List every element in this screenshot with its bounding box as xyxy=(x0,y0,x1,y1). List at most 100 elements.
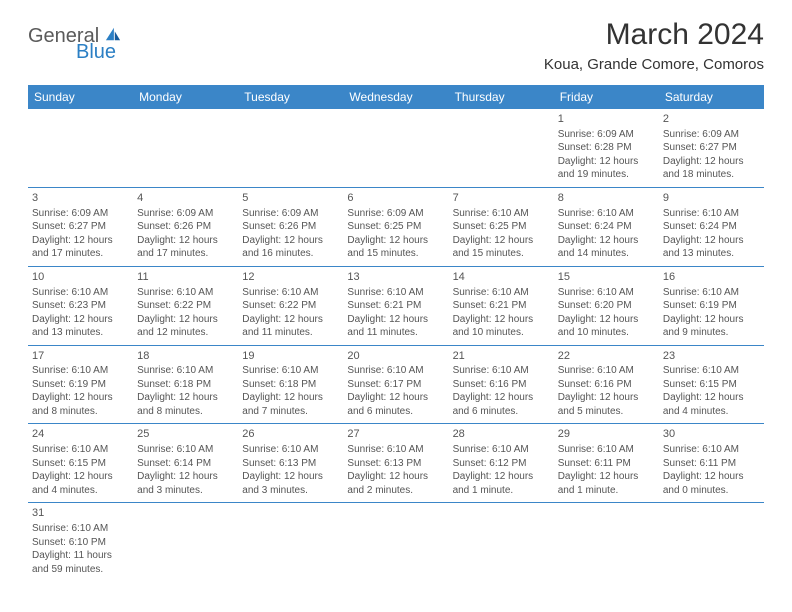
day-number: 8 xyxy=(558,191,655,206)
day-d2: and 10 minutes. xyxy=(453,326,550,340)
day-cell: 10Sunrise: 6:10 AMSunset: 6:23 PMDayligh… xyxy=(28,266,133,345)
day-d1: Daylight: 12 hours xyxy=(663,470,760,484)
day-sunrise: Sunrise: 6:10 AM xyxy=(137,286,234,300)
day-number: 2 xyxy=(663,112,760,127)
day-d1: Daylight: 12 hours xyxy=(242,470,339,484)
day-sunrise: Sunrise: 6:10 AM xyxy=(663,443,760,457)
day-d1: Daylight: 12 hours xyxy=(663,313,760,327)
week-row: 3Sunrise: 6:09 AMSunset: 6:27 PMDaylight… xyxy=(28,187,764,266)
day-sunset: Sunset: 6:15 PM xyxy=(32,457,129,471)
day-d2: and 14 minutes. xyxy=(558,247,655,261)
day-cell: 15Sunrise: 6:10 AMSunset: 6:20 PMDayligh… xyxy=(554,266,659,345)
day-sunset: Sunset: 6:11 PM xyxy=(663,457,760,471)
day-number: 16 xyxy=(663,270,760,285)
day-sunrise: Sunrise: 6:10 AM xyxy=(32,286,129,300)
day-cell-empty xyxy=(133,109,238,187)
day-d2: and 19 minutes. xyxy=(558,168,655,182)
day-d1: Daylight: 12 hours xyxy=(242,234,339,248)
day-number: 25 xyxy=(137,427,234,442)
day-cell-empty xyxy=(343,503,448,581)
title-block: March 2024 Koua, Grande Comore, Comoros xyxy=(544,18,764,73)
day-d1: Daylight: 12 hours xyxy=(347,313,444,327)
day-cell: 11Sunrise: 6:10 AMSunset: 6:22 PMDayligh… xyxy=(133,266,238,345)
day-sunset: Sunset: 6:10 PM xyxy=(32,536,129,550)
day-d1: Daylight: 12 hours xyxy=(663,391,760,405)
day-sunrise: Sunrise: 6:10 AM xyxy=(347,443,444,457)
day-cell: 31Sunrise: 6:10 AMSunset: 6:10 PMDayligh… xyxy=(28,503,133,581)
day-d2: and 3 minutes. xyxy=(137,484,234,498)
day-d1: Daylight: 12 hours xyxy=(137,234,234,248)
day-sunrise: Sunrise: 6:09 AM xyxy=(137,207,234,221)
day-d2: and 17 minutes. xyxy=(32,247,129,261)
day-sunrise: Sunrise: 6:10 AM xyxy=(663,207,760,221)
day-d1: Daylight: 12 hours xyxy=(347,391,444,405)
day-sunrise: Sunrise: 6:10 AM xyxy=(558,286,655,300)
day-cell: 21Sunrise: 6:10 AMSunset: 6:16 PMDayligh… xyxy=(449,345,554,424)
day-d2: and 4 minutes. xyxy=(32,484,129,498)
day-sunrise: Sunrise: 6:10 AM xyxy=(32,364,129,378)
day-sunrise: Sunrise: 6:10 AM xyxy=(453,364,550,378)
day-cell: 29Sunrise: 6:10 AMSunset: 6:11 PMDayligh… xyxy=(554,424,659,503)
day-sunrise: Sunrise: 6:09 AM xyxy=(242,207,339,221)
day-number: 19 xyxy=(242,349,339,364)
day-d2: and 12 minutes. xyxy=(137,326,234,340)
day-sunset: Sunset: 6:17 PM xyxy=(347,378,444,392)
day-number: 6 xyxy=(347,191,444,206)
day-d1: Daylight: 12 hours xyxy=(137,313,234,327)
day-sunrise: Sunrise: 6:10 AM xyxy=(453,286,550,300)
day-sunrise: Sunrise: 6:09 AM xyxy=(558,128,655,142)
day-sunrise: Sunrise: 6:10 AM xyxy=(137,443,234,457)
logo-text-blue: Blue xyxy=(76,42,123,62)
calendar-table: Sunday Monday Tuesday Wednesday Thursday… xyxy=(28,85,764,581)
day-sunrise: Sunrise: 6:10 AM xyxy=(558,443,655,457)
day-sunset: Sunset: 6:26 PM xyxy=(137,220,234,234)
day-sunset: Sunset: 6:15 PM xyxy=(663,378,760,392)
day-cell: 20Sunrise: 6:10 AMSunset: 6:17 PMDayligh… xyxy=(343,345,448,424)
day-sunrise: Sunrise: 6:10 AM xyxy=(242,443,339,457)
day-cell: 12Sunrise: 6:10 AMSunset: 6:22 PMDayligh… xyxy=(238,266,343,345)
day-sunrise: Sunrise: 6:10 AM xyxy=(558,207,655,221)
day-cell: 9Sunrise: 6:10 AMSunset: 6:24 PMDaylight… xyxy=(659,187,764,266)
day-d2: and 15 minutes. xyxy=(347,247,444,261)
day-number: 5 xyxy=(242,191,339,206)
day-header-row: Sunday Monday Tuesday Wednesday Thursday… xyxy=(28,85,764,109)
week-row: 17Sunrise: 6:10 AMSunset: 6:19 PMDayligh… xyxy=(28,345,764,424)
day-cell-empty xyxy=(133,503,238,581)
day-number: 29 xyxy=(558,427,655,442)
day-d1: Daylight: 12 hours xyxy=(242,391,339,405)
day-sunrise: Sunrise: 6:10 AM xyxy=(558,364,655,378)
day-cell: 16Sunrise: 6:10 AMSunset: 6:19 PMDayligh… xyxy=(659,266,764,345)
day-number: 4 xyxy=(137,191,234,206)
day-sunset: Sunset: 6:25 PM xyxy=(453,220,550,234)
day-number: 20 xyxy=(347,349,444,364)
day-cell: 6Sunrise: 6:09 AMSunset: 6:25 PMDaylight… xyxy=(343,187,448,266)
day-cell: 1Sunrise: 6:09 AMSunset: 6:28 PMDaylight… xyxy=(554,109,659,187)
header: GeneralBlue March 2024 Koua, Grande Como… xyxy=(28,18,764,73)
day-d2: and 1 minute. xyxy=(558,484,655,498)
day-d2: and 59 minutes. xyxy=(32,563,129,577)
day-cell-empty xyxy=(343,109,448,187)
day-sunset: Sunset: 6:18 PM xyxy=(242,378,339,392)
day-number: 3 xyxy=(32,191,129,206)
day-cell: 23Sunrise: 6:10 AMSunset: 6:15 PMDayligh… xyxy=(659,345,764,424)
day-d2: and 10 minutes. xyxy=(558,326,655,340)
day-sunset: Sunset: 6:18 PM xyxy=(137,378,234,392)
day-sunrise: Sunrise: 6:10 AM xyxy=(32,522,129,536)
day-header-friday: Friday xyxy=(554,85,659,109)
day-sunset: Sunset: 6:12 PM xyxy=(453,457,550,471)
day-d2: and 16 minutes. xyxy=(242,247,339,261)
day-cell: 14Sunrise: 6:10 AMSunset: 6:21 PMDayligh… xyxy=(449,266,554,345)
day-d2: and 6 minutes. xyxy=(453,405,550,419)
day-d1: Daylight: 12 hours xyxy=(347,470,444,484)
day-d1: Daylight: 12 hours xyxy=(663,234,760,248)
day-d2: and 8 minutes. xyxy=(32,405,129,419)
day-number: 17 xyxy=(32,349,129,364)
day-d1: Daylight: 12 hours xyxy=(137,391,234,405)
day-d1: Daylight: 12 hours xyxy=(558,234,655,248)
day-sunrise: Sunrise: 6:10 AM xyxy=(137,364,234,378)
day-number: 15 xyxy=(558,270,655,285)
day-d1: Daylight: 12 hours xyxy=(32,470,129,484)
day-d1: Daylight: 12 hours xyxy=(347,234,444,248)
day-sunset: Sunset: 6:19 PM xyxy=(663,299,760,313)
day-sunset: Sunset: 6:27 PM xyxy=(663,141,760,155)
